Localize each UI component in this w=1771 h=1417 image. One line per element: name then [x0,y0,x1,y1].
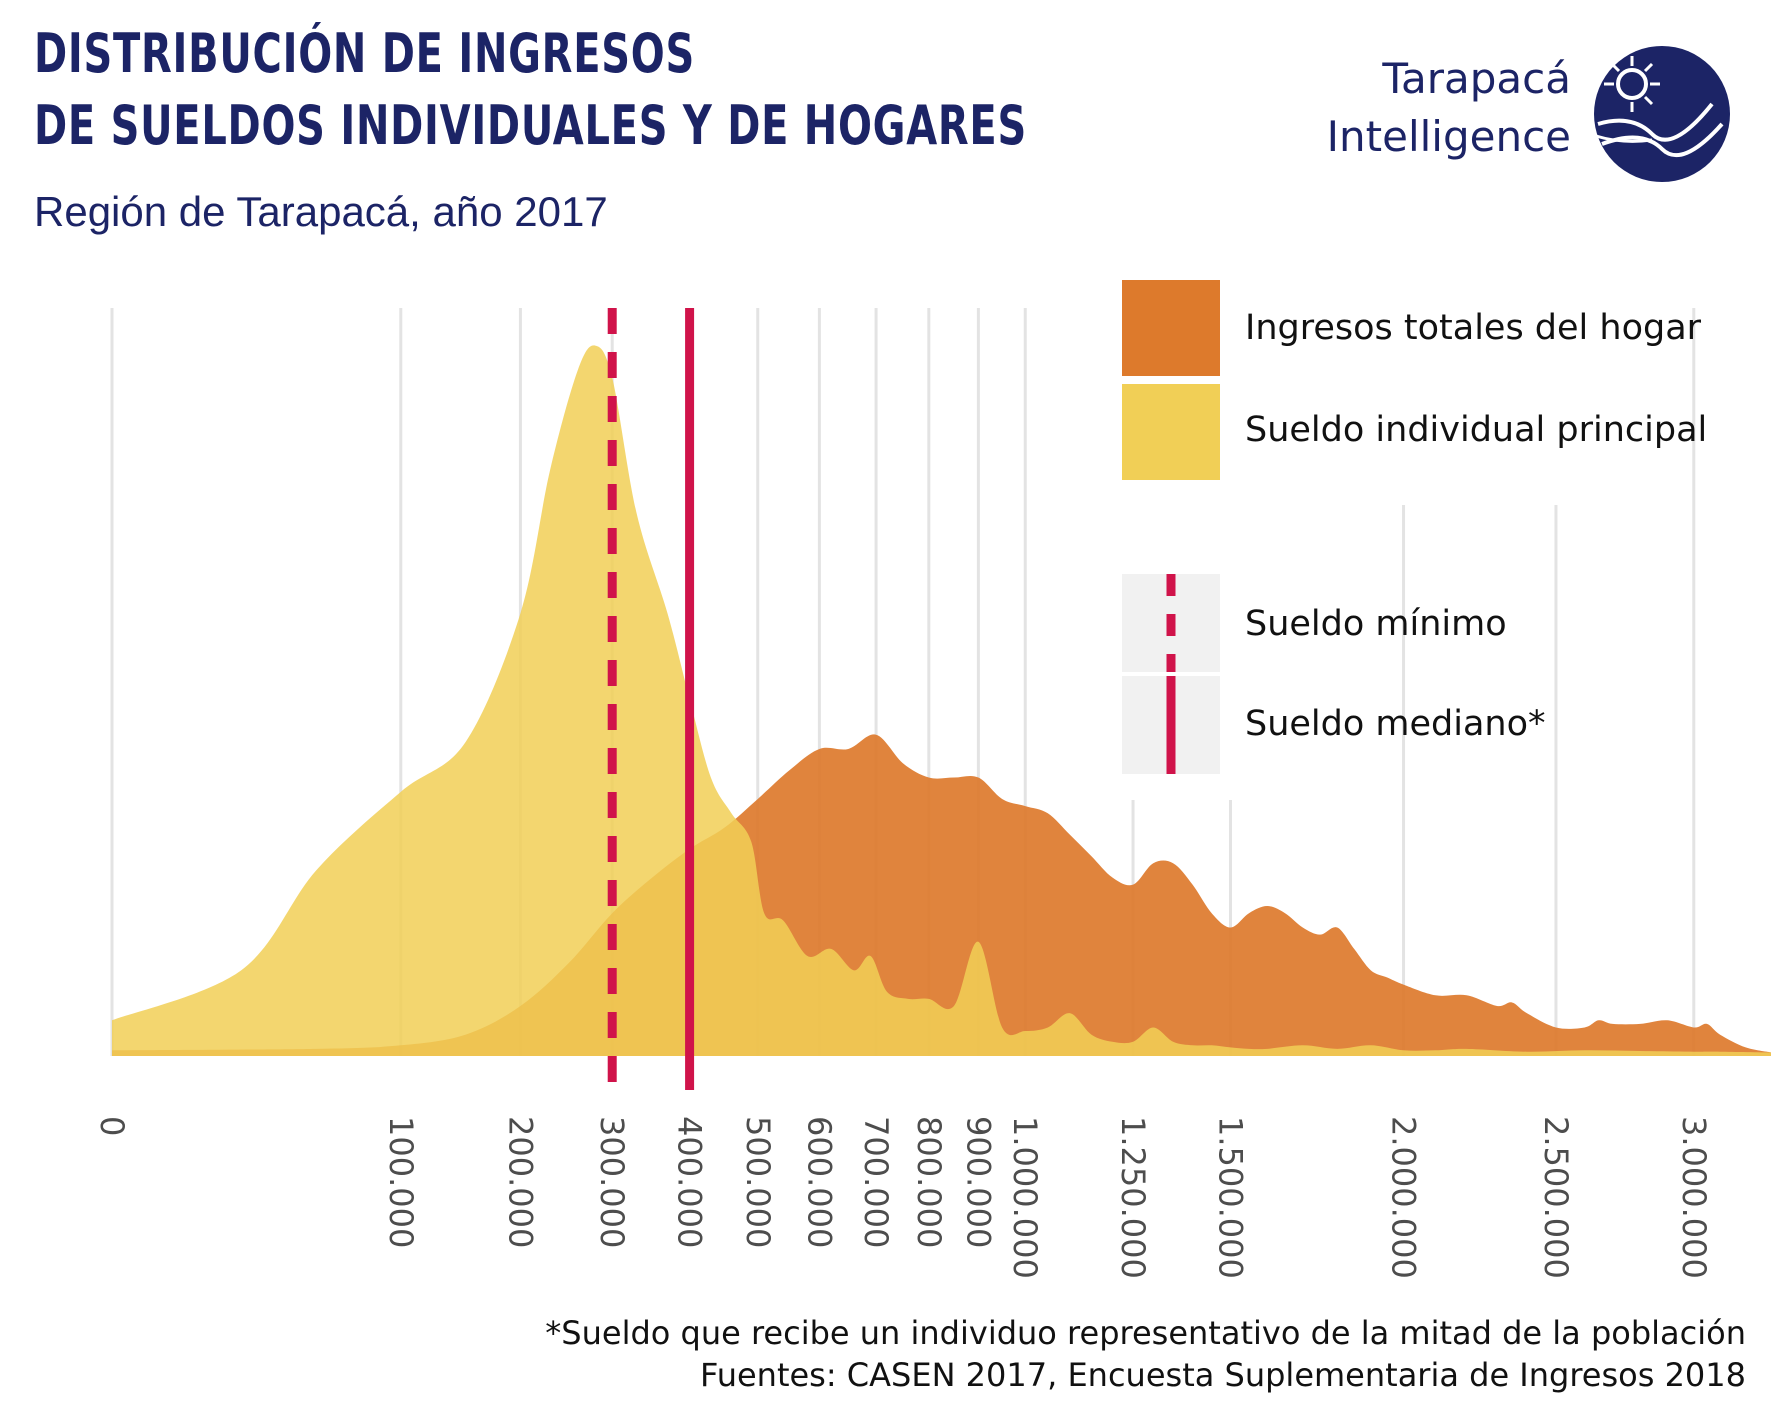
legend-label-sueldo-individual: Sueldo individual principal [1245,410,1708,450]
legend-label-sueldo-mediano: Sueldo mediano* [1245,704,1546,744]
x-tick-label: 400.000 [671,1116,709,1248]
footnote-median: *Sueldo que recibe un individuo represen… [545,1314,1746,1352]
x-tick-label: 1.000.000 [1006,1116,1044,1279]
x-tick-label: 200.000 [501,1116,539,1248]
brand-name: Tarapacá Intelligence [1327,50,1571,166]
footnote-source: Fuentes: CASEN 2017, Encuesta Suplementa… [700,1356,1746,1394]
legend-key-sueldo-individual [1122,384,1220,480]
chart-title: DISTRIBUCIÓN DE INGRESOS DE SUELDOS INDI… [34,18,1027,162]
x-tick-label: 500.000 [739,1116,777,1248]
x-tick-label: 300.000 [593,1116,631,1248]
x-tick-label: 900.000 [959,1116,997,1248]
brand-line-1: Tarapacá [1382,54,1571,103]
tarapaca-intelligence-logo-icon [1594,46,1730,182]
area-ingresos-hogar [112,734,1771,1056]
legend-label-ingresos-hogar: Ingresos totales del hogar [1245,308,1702,348]
x-tick-label: 1.250.000 [1114,1116,1152,1279]
density-areas [112,345,1771,1056]
brand-line-2: Intelligence [1326,112,1571,161]
x-tick-label: 600.000 [800,1116,838,1248]
x-tick-label: 0 [93,1116,131,1136]
x-tick-label: 1.500.000 [1211,1116,1249,1279]
reference-lines [607,308,695,1090]
title-line-1: DISTRIBUCIÓN DE INGRESOS [34,22,695,85]
x-tick-label: 2.500.000 [1537,1116,1575,1279]
legend-label-sueldo-minimo: Sueldo mínimo [1245,604,1507,644]
chart-subtitle: Región de Tarapacá, año 2017 [34,188,608,235]
x-tick-label: 2.000.000 [1385,1116,1423,1279]
x-tick-label: 800.000 [910,1116,948,1248]
area-sueldo-individual [112,345,1771,1056]
x-tick-label: 700.000 [857,1116,895,1248]
legend-key-ingresos-hogar [1122,280,1220,376]
title-line-2: DE SUELDOS INDIVIDUALES Y DE HOGARES [34,94,1027,157]
legend-keys [1122,280,1220,774]
x-tick-labels: 0 100.000 200.000 300.000 400.000 500.000 600.… [93,1116,1713,1279]
x-tick-label: 3.000.000 [1675,1116,1713,1279]
x-tick-label: 100.000 [382,1116,420,1248]
